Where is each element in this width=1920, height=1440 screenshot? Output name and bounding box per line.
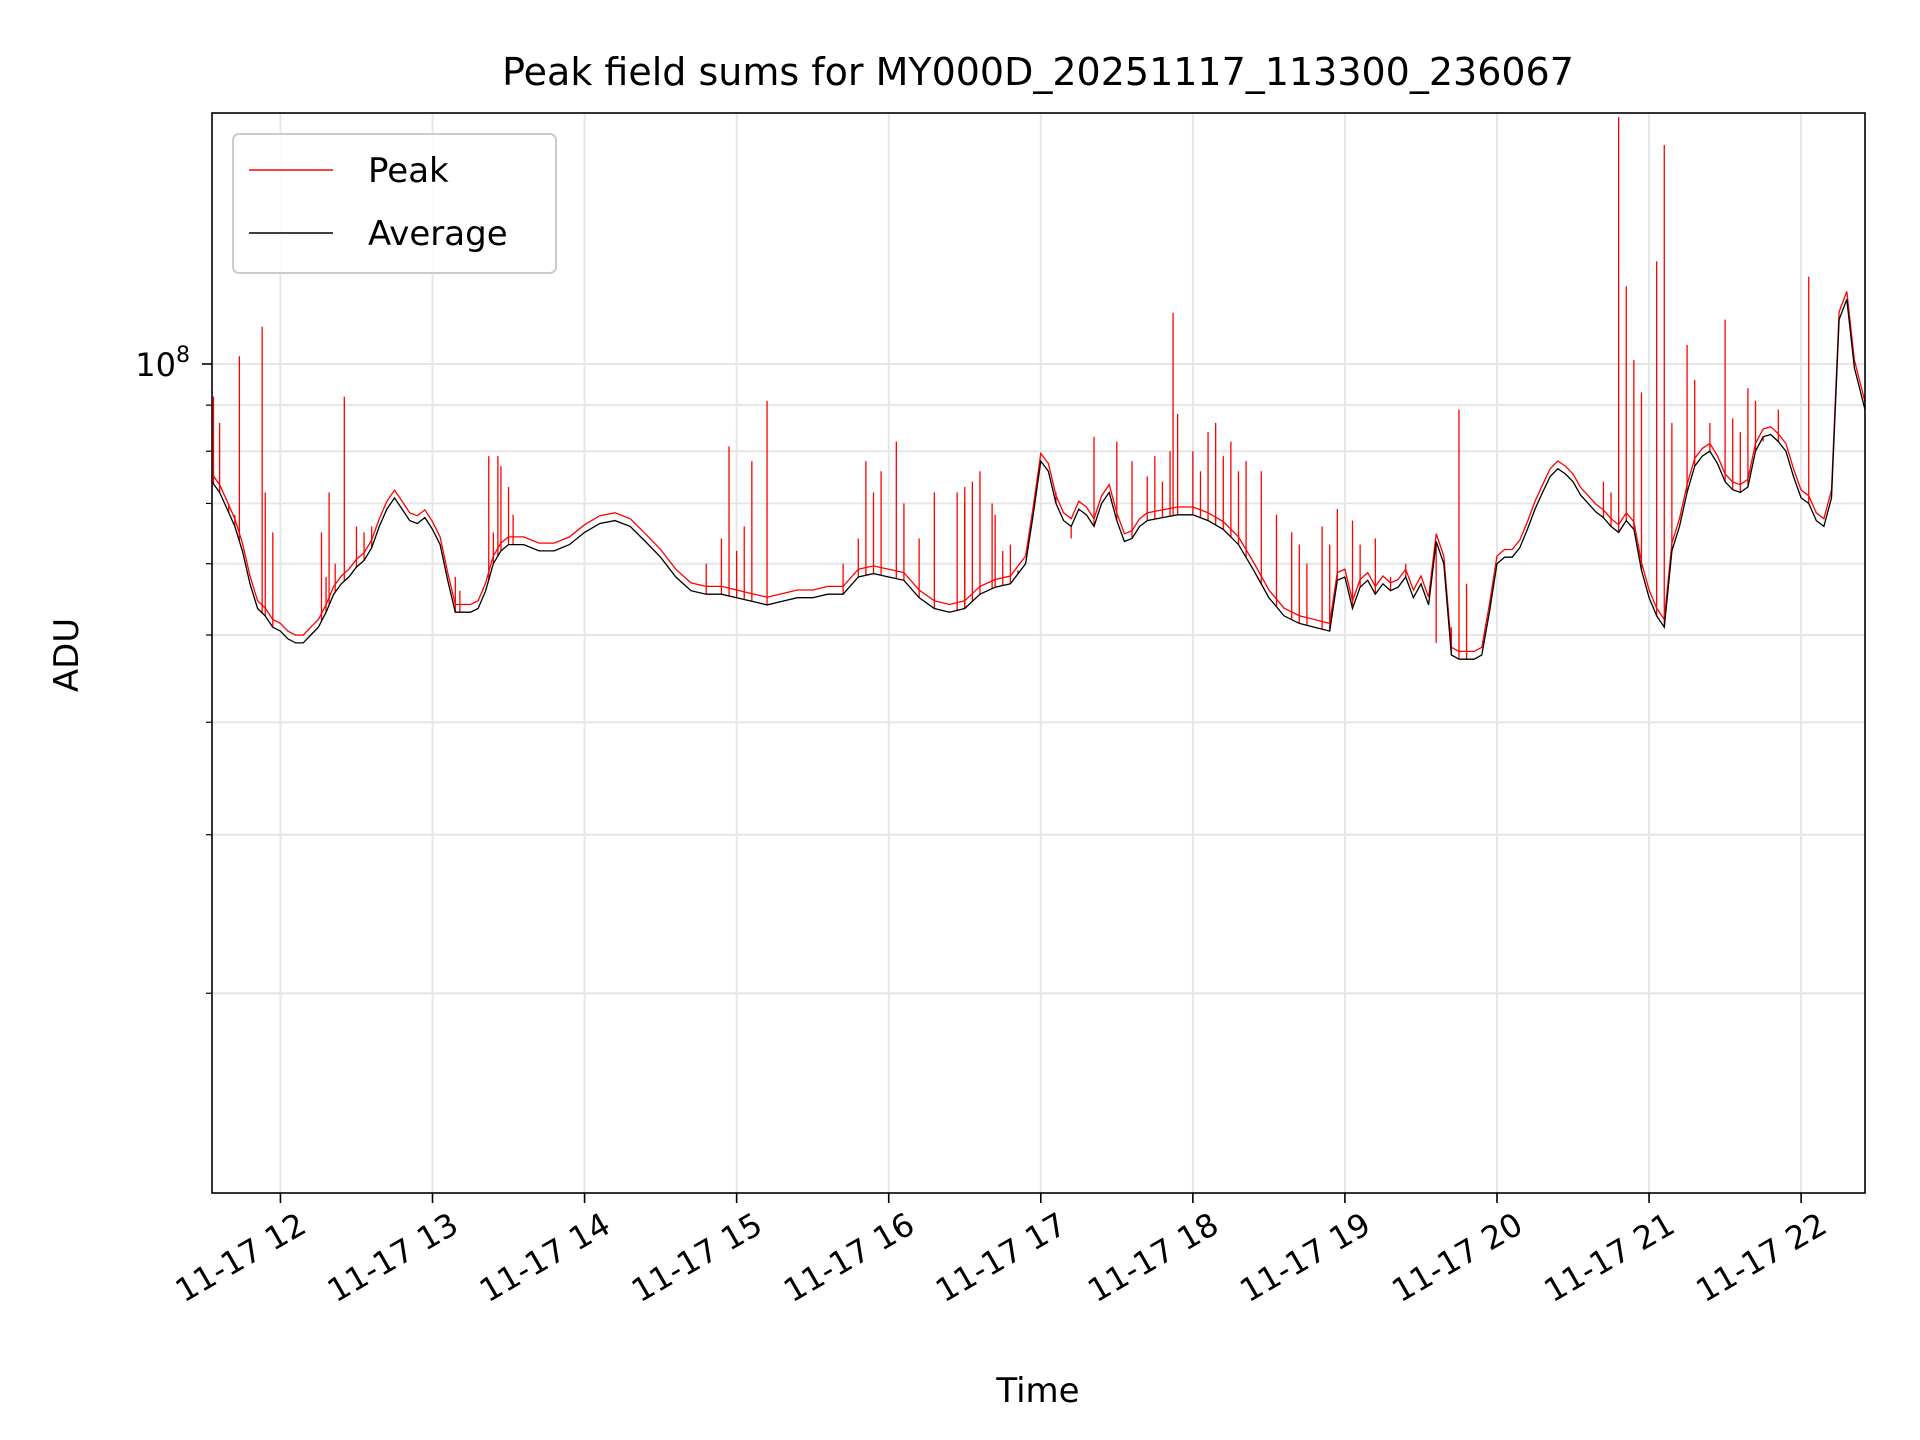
peak-series bbox=[212, 117, 1865, 660]
y-axis-label: ADU bbox=[47, 618, 87, 692]
x-axis-label: Time bbox=[995, 1371, 1079, 1411]
average-series-line bbox=[212, 299, 1865, 660]
legend-box bbox=[232, 133, 557, 274]
chart-title: Peak field sums for MY000D_20251117_1133… bbox=[502, 50, 1574, 94]
legend-peak-label: Peak bbox=[368, 151, 449, 191]
plot-frame bbox=[211, 112, 1866, 1194]
y-major-tick-label: 108 bbox=[135, 343, 190, 384]
y-tick-label-base: 10 bbox=[135, 346, 176, 384]
peak-series-line bbox=[212, 291, 1865, 653]
legend-average-label: Average bbox=[368, 214, 508, 254]
svg-text:108: 108 bbox=[135, 343, 190, 384]
y-tick-label-exponent: 8 bbox=[176, 343, 190, 368]
legend: Peak Average bbox=[232, 133, 557, 274]
y-axis bbox=[202, 363, 212, 994]
grid bbox=[212, 113, 1865, 1193]
